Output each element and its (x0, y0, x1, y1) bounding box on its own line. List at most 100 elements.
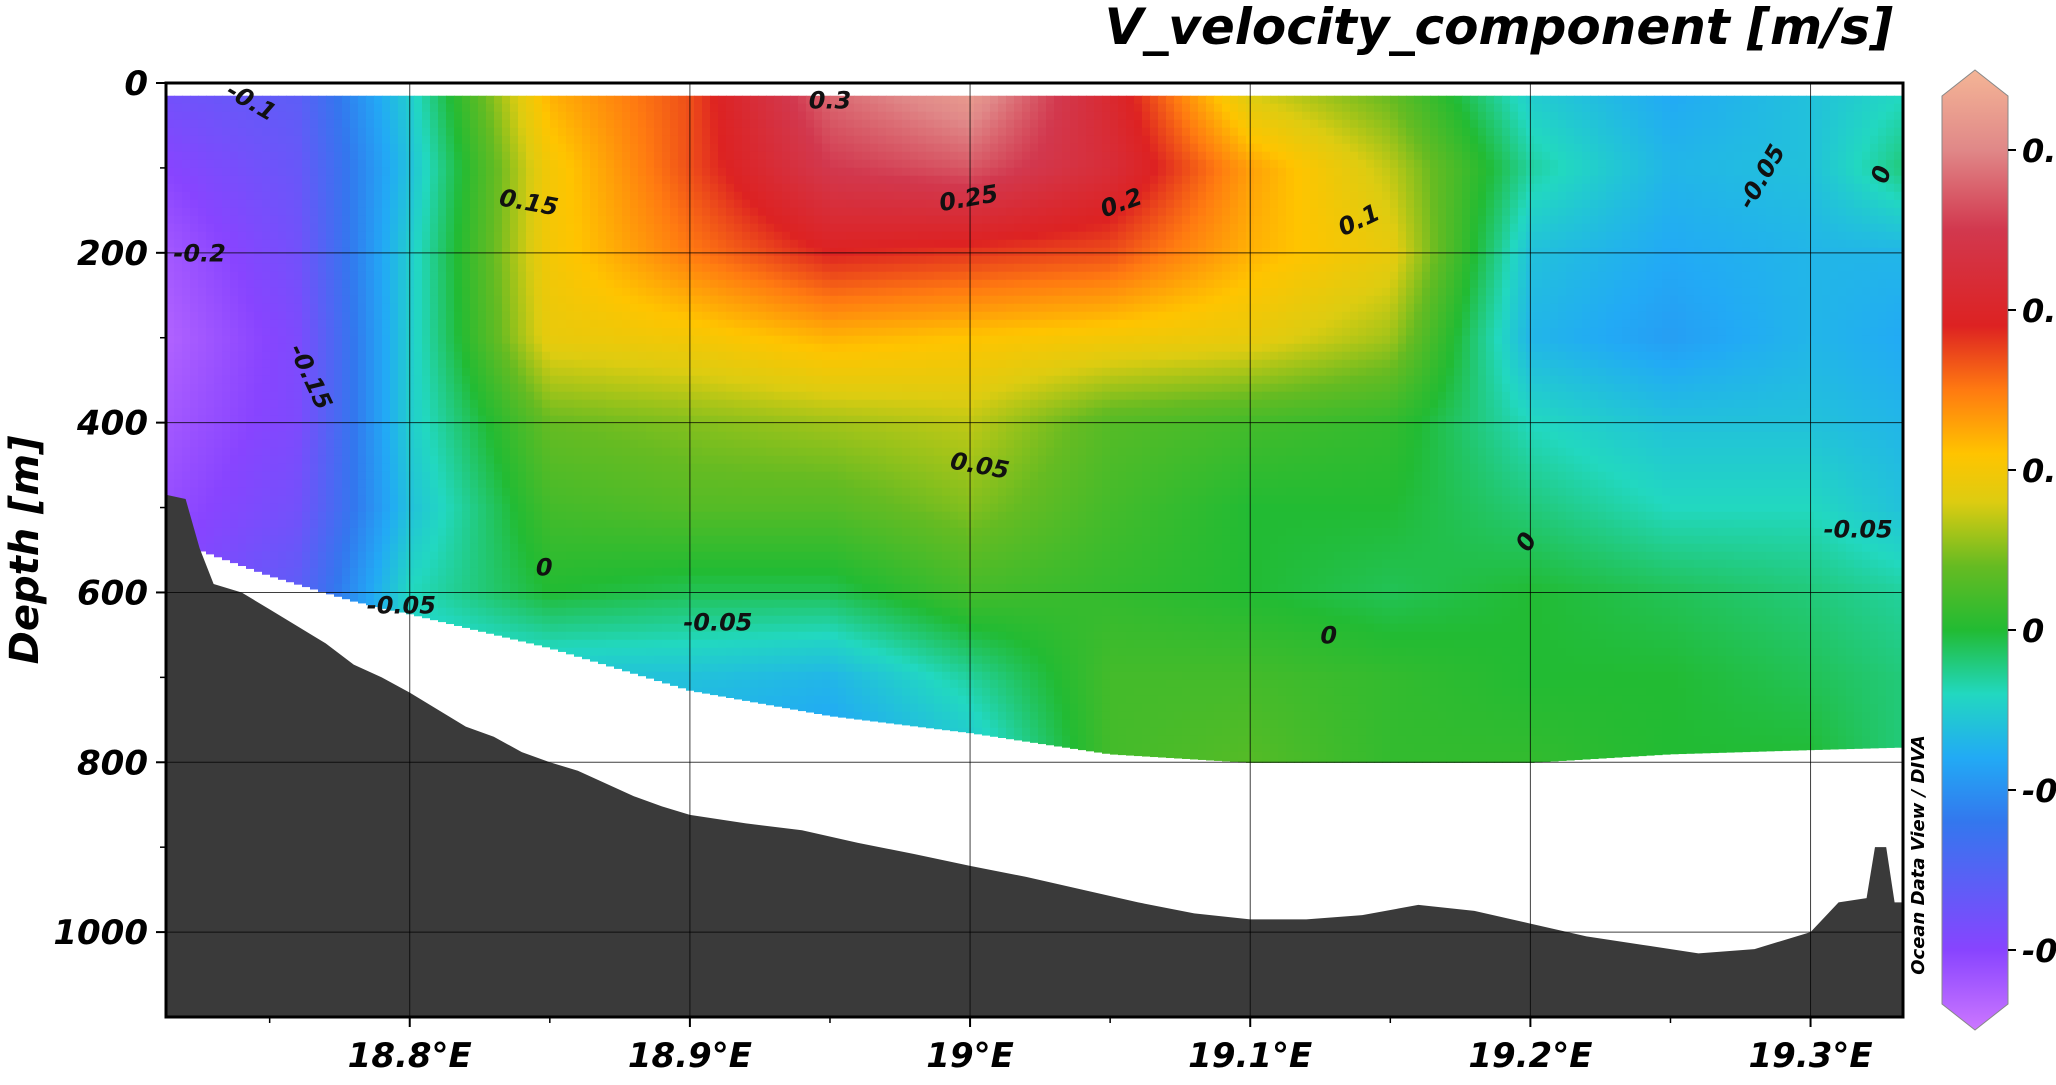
field-cell (582, 223, 591, 233)
field-cell (566, 231, 575, 241)
field-cell (494, 503, 503, 513)
field-cell (398, 271, 407, 281)
field-cell (662, 95, 671, 105)
field-cell (734, 623, 743, 633)
field-cell (718, 231, 727, 241)
field-cell (422, 287, 431, 297)
field-cell (550, 415, 559, 425)
field-cell (510, 631, 519, 640)
field-cell (166, 311, 175, 321)
field-cell (358, 503, 367, 513)
field-cell (582, 615, 591, 625)
field-cell (470, 127, 479, 137)
field-cell (742, 103, 751, 113)
field-cell (662, 231, 671, 241)
field-cell (262, 119, 271, 129)
field-cell (214, 295, 223, 305)
field-cell (638, 471, 647, 481)
field-cell (574, 647, 583, 657)
field-cell (414, 399, 423, 409)
field-cell (358, 207, 367, 217)
field-cell (222, 279, 231, 289)
field-cell (566, 535, 575, 545)
field-cell (558, 495, 567, 505)
field-cell (718, 527, 727, 537)
field-cell (486, 135, 495, 145)
field-cell (310, 479, 319, 489)
field-cell (590, 135, 599, 145)
field-cell (182, 199, 191, 209)
field-cell (374, 175, 383, 185)
field-cell (566, 519, 575, 529)
field-cell (526, 303, 535, 313)
field-cell (374, 447, 383, 457)
field-cell (758, 543, 767, 553)
field-cell (454, 383, 463, 393)
field-cell (694, 471, 703, 481)
field-cell (710, 111, 719, 121)
field-cell (438, 607, 447, 617)
field-cell (542, 231, 551, 241)
field-cell (454, 551, 463, 561)
field-cell (646, 551, 655, 561)
field-cell (254, 103, 263, 113)
field-cell (542, 567, 551, 577)
field-cell (534, 319, 543, 329)
field-cell (654, 623, 663, 633)
field-cell (486, 119, 495, 129)
field-cell (630, 247, 639, 257)
field-cell (742, 143, 751, 153)
field-cell (726, 119, 735, 129)
field-cell (390, 119, 399, 129)
field-cell (254, 239, 263, 249)
field-cell (382, 127, 391, 137)
field-cell (558, 127, 567, 137)
field-cell (694, 151, 703, 161)
field-cell (598, 495, 607, 505)
field-cell (638, 463, 647, 473)
field-cell (590, 575, 599, 585)
field-cell (446, 375, 455, 385)
field-cell (558, 471, 567, 481)
field-cell (286, 471, 295, 481)
field-cell (270, 399, 279, 409)
field-cell (622, 215, 631, 225)
field-cell (318, 479, 327, 489)
field-cell (254, 287, 263, 297)
field-cell (382, 231, 391, 241)
field-cell (374, 599, 383, 608)
field-cell (390, 431, 399, 441)
field-cell (342, 487, 351, 497)
field-cell (214, 143, 223, 153)
field-cell (390, 471, 399, 481)
field-cell (358, 535, 367, 545)
field-cell (446, 423, 455, 433)
field-cell (702, 559, 711, 569)
field-cell (558, 383, 567, 393)
field-cell (558, 535, 567, 545)
field-cell (582, 503, 591, 513)
field-cell (606, 303, 615, 313)
field-cell (406, 551, 415, 561)
field-cell (350, 471, 359, 481)
field-cell (350, 575, 359, 585)
field-cell (414, 239, 423, 249)
field-cell (350, 439, 359, 449)
field-cell (494, 519, 503, 529)
field-cell (358, 311, 367, 321)
field-cell (574, 591, 583, 601)
field-cell (566, 159, 575, 169)
field-cell (758, 479, 767, 489)
field-cell (430, 607, 439, 617)
field-cell (478, 223, 487, 233)
field-cell (430, 447, 439, 457)
field-cell (310, 391, 319, 401)
field-cell (542, 135, 551, 145)
field-cell (750, 559, 759, 569)
field-cell (678, 471, 687, 481)
field-cell (694, 679, 703, 689)
field-cell (670, 551, 679, 561)
field-cell (214, 551, 223, 558)
field-cell (462, 471, 471, 481)
field-cell (318, 503, 327, 513)
